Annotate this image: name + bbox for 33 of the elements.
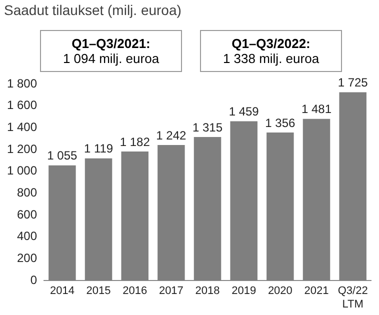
data-label: 1 481 xyxy=(301,102,332,116)
data-label: 1 119 xyxy=(84,142,114,156)
text: Q1–Q3/2021: xyxy=(70,36,152,51)
data-label: 1 725 xyxy=(338,76,368,90)
y-tick-label: 400 xyxy=(17,229,38,244)
y-tick-label: 800 xyxy=(17,186,38,200)
data-label: 1 459 xyxy=(228,104,260,119)
x-tick-label: 2018 xyxy=(195,285,220,298)
data-label: 1 242 xyxy=(156,128,187,142)
chart-title: Saadut tilaukset (milj. euroa) xyxy=(4,2,182,18)
y-tick-label: 600 xyxy=(17,207,38,222)
text: Q1–Q3/2022: xyxy=(230,36,312,51)
text: 1 094 milj. euroa xyxy=(62,51,160,66)
x-tick-label: 2020 xyxy=(268,285,292,298)
y-tick-label: 1 600 xyxy=(7,98,38,112)
x-tick-label: Q3/22 LTM xyxy=(338,285,368,310)
text: 1 338 milj. euroa xyxy=(222,51,320,66)
y-tick-label: 1 200 xyxy=(7,142,38,156)
x-tick-label: 2019 xyxy=(232,285,256,298)
x-tick-label: 2014 xyxy=(50,285,74,298)
data-label: 1 182 xyxy=(120,134,150,149)
y-tick-label: 1 000 xyxy=(7,164,38,178)
x-tick-label: 2021 xyxy=(304,285,329,298)
data-label: 1 356 xyxy=(265,116,296,130)
data-label: 1 315 xyxy=(192,120,223,134)
x-tick-label: 2016 xyxy=(122,285,148,298)
y-tick-label: 1 400 xyxy=(7,120,38,134)
y-tick-label: 200 xyxy=(17,251,38,266)
x-tick-label: 2017 xyxy=(158,285,184,298)
y-tick-label: 0 xyxy=(30,272,38,287)
x-tick-label: 2015 xyxy=(86,285,111,298)
data-label: 1 055 xyxy=(47,148,78,163)
y-tick-label: 1 800 xyxy=(7,76,38,90)
